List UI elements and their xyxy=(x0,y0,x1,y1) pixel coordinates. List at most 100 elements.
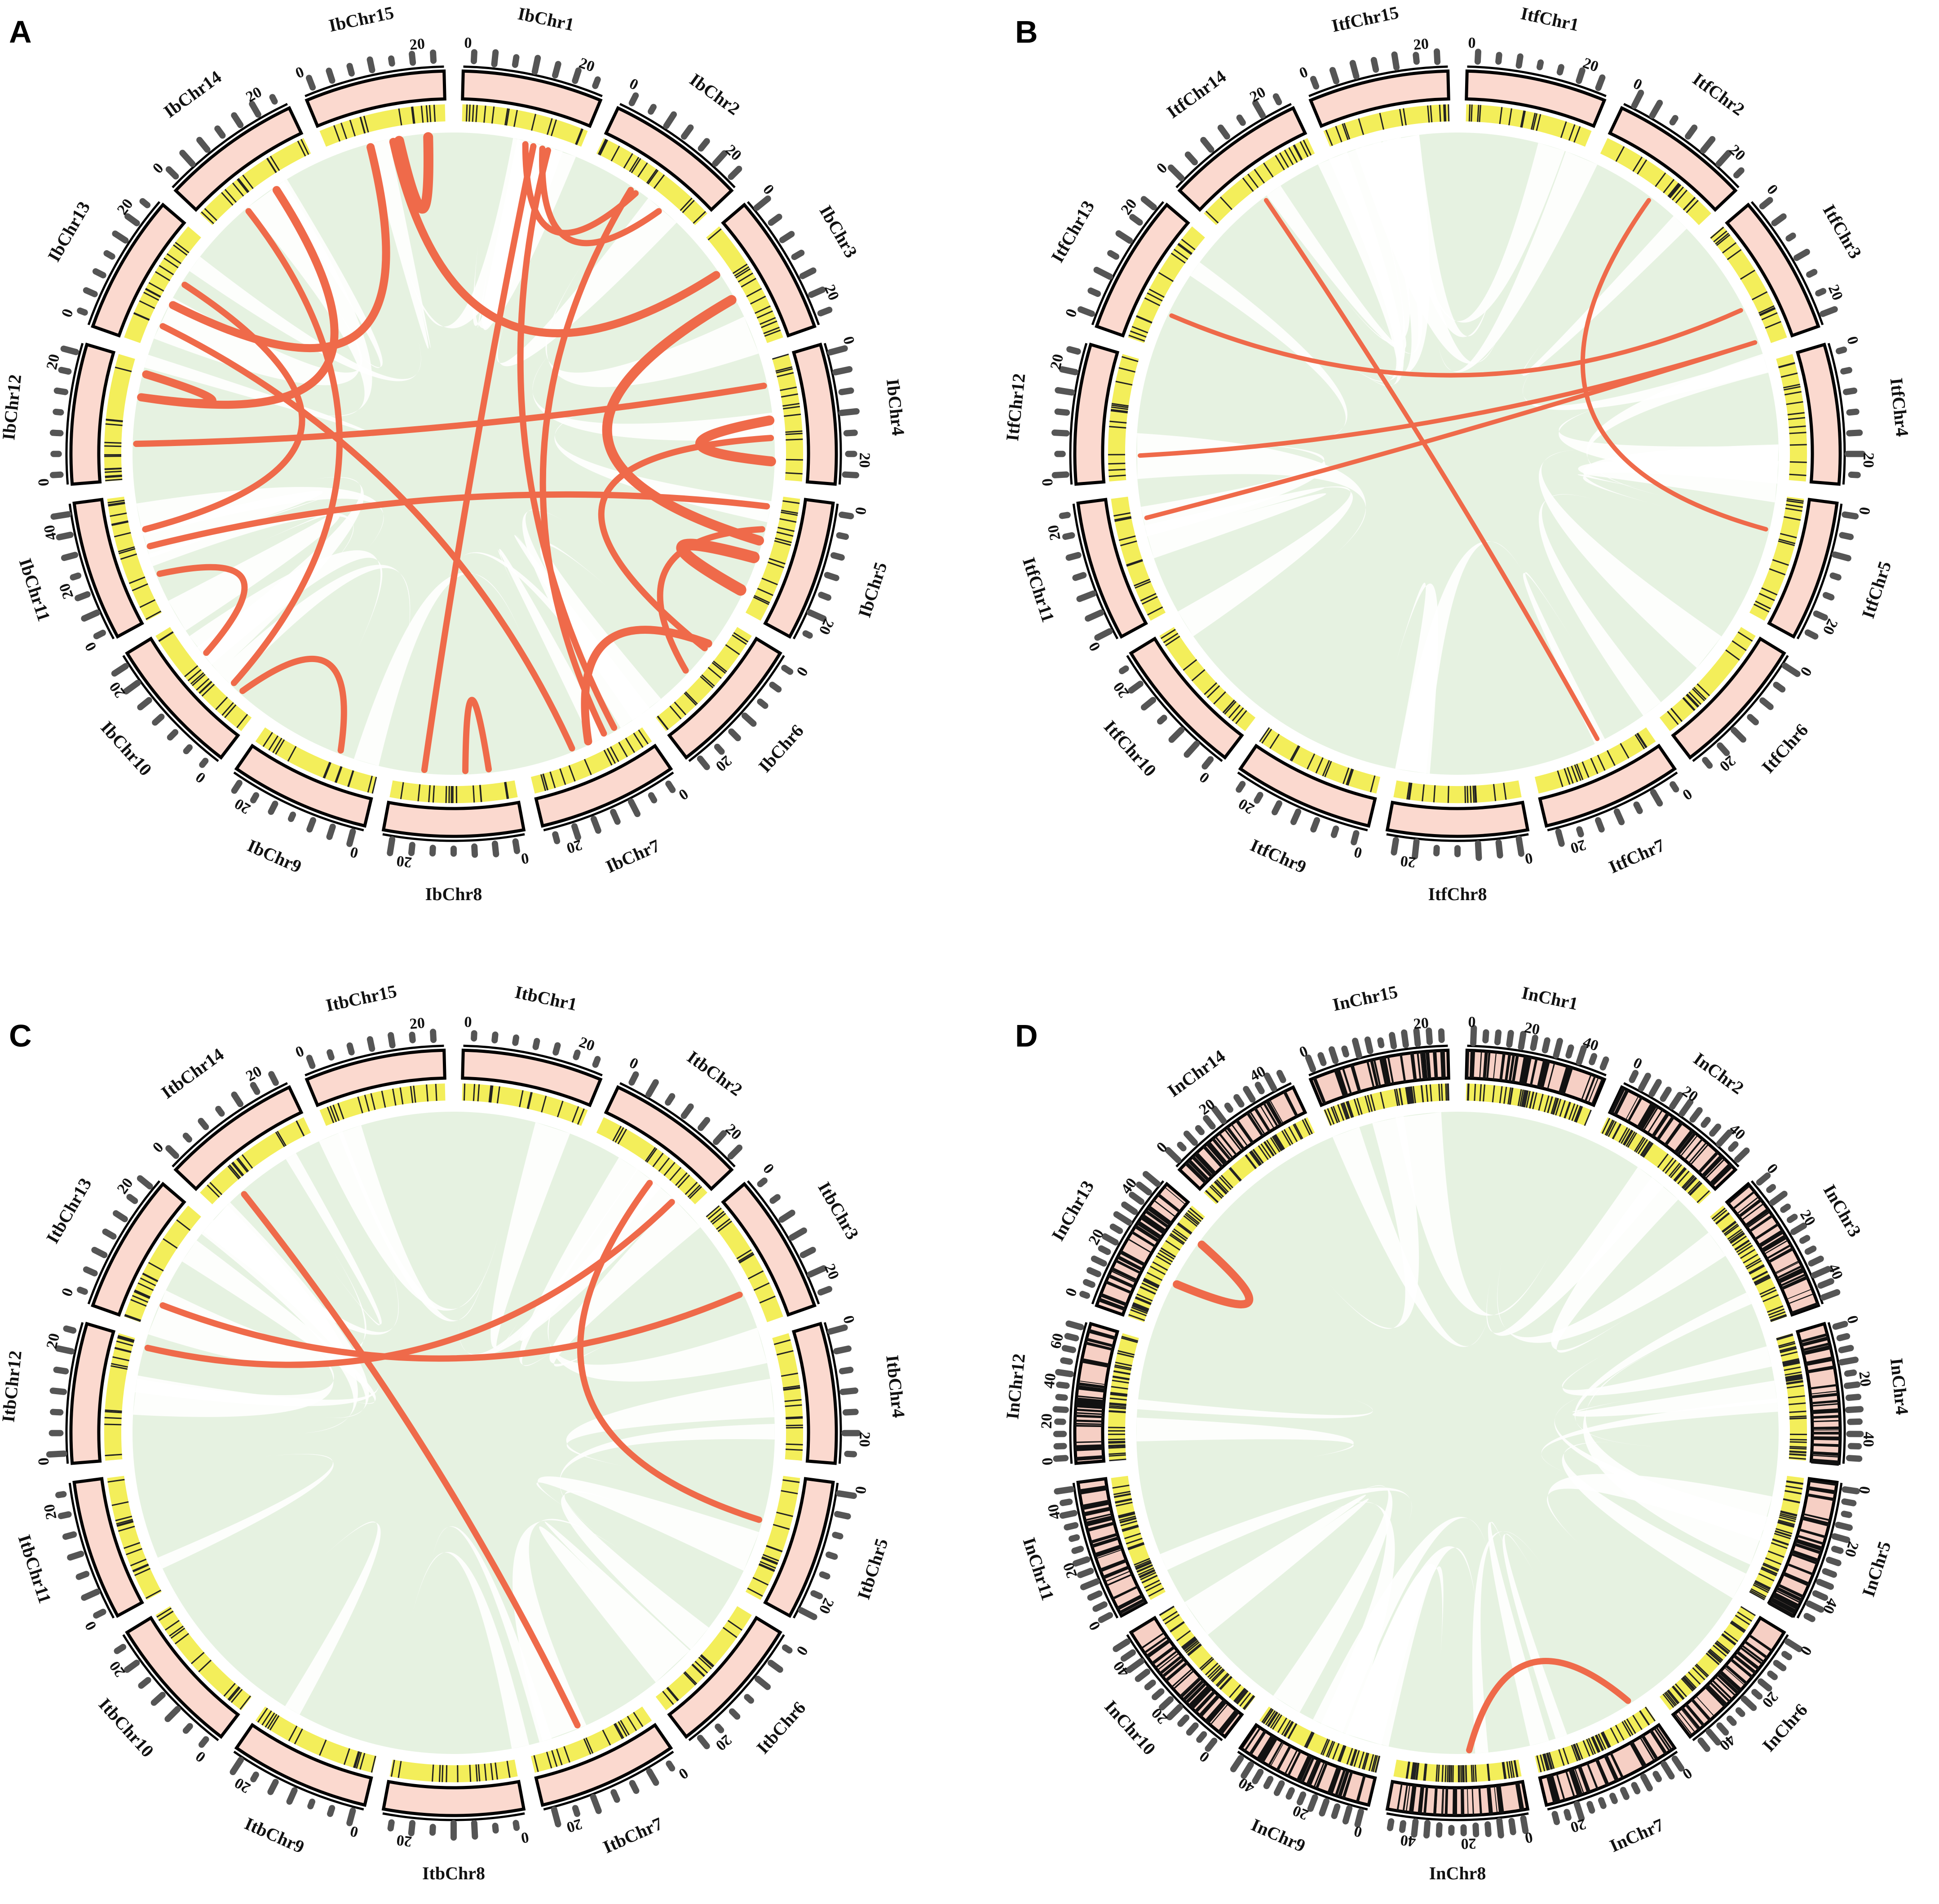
tick-label: 0 xyxy=(520,849,530,867)
chromosome-label: IbChr9 xyxy=(244,835,305,877)
collinearity-link xyxy=(230,208,343,686)
panel-c: C 020ItbChr1020ItbChr2020ItbChr3020ItbChr… xyxy=(0,981,909,1884)
gene-density-band xyxy=(1159,1606,1256,1710)
gene-density-band xyxy=(706,1206,783,1322)
chromosome-label: ItbChr2 xyxy=(684,1047,746,1100)
chromosome-label: ItbChr15 xyxy=(324,981,398,1016)
gene-density-marks xyxy=(706,1205,776,1304)
chromosome-axis xyxy=(382,833,525,842)
gene-density-marks xyxy=(1615,146,1699,213)
chromosome-axis xyxy=(1692,1634,1789,1741)
collinearity-link xyxy=(462,697,492,774)
outer-histogram xyxy=(1555,781,1679,847)
gene-density-marks xyxy=(1261,1708,1381,1773)
outer-histogram xyxy=(1059,512,1113,641)
tick-label: 0 xyxy=(150,1139,167,1156)
tick-label: 0 xyxy=(1797,664,1815,679)
outer-histogram xyxy=(1629,1070,1750,1163)
tick-label: 20 xyxy=(44,353,63,371)
ideogram-stripes xyxy=(1131,1618,1240,1735)
chromosome-ideogram xyxy=(69,342,116,486)
chromosome-axis xyxy=(1623,1082,1740,1168)
outer-histogram xyxy=(46,1325,77,1458)
gene-density-marks xyxy=(1160,629,1247,724)
gene-density-band xyxy=(1466,104,1592,147)
panel-letter: D xyxy=(1015,1018,1038,1053)
tick-label: 0 xyxy=(852,1485,869,1495)
outer-histogram xyxy=(628,92,742,180)
outer-histogram xyxy=(165,1071,279,1159)
tick-label: 20 xyxy=(114,1175,137,1197)
chromosome-axis xyxy=(1692,655,1789,762)
collinearity-link xyxy=(1169,308,1743,378)
chromosome-label: ItbChr14 xyxy=(158,1044,228,1102)
gene-density-marks xyxy=(262,732,377,794)
chromosome-ideogram xyxy=(461,69,603,128)
gene-density-marks xyxy=(207,1120,305,1198)
ideogram-stripes xyxy=(1075,1329,1116,1461)
gene-density-marks xyxy=(1601,1118,1710,1203)
collinearity-link xyxy=(1263,198,1600,741)
chromosome-label: InChr1 xyxy=(1520,982,1580,1014)
chromosome-inchr12: 0 20 40 60 InChr12 xyxy=(1002,1320,1139,1466)
chromosome-axis xyxy=(122,1634,219,1741)
chromosome-label: ItbChr7 xyxy=(600,1813,666,1857)
chromosome-label: IbChr11 xyxy=(15,556,54,623)
tick-label: 60 xyxy=(1047,1332,1067,1350)
tick-label: 0 xyxy=(1197,769,1213,786)
tick-label: 20 xyxy=(232,1774,253,1796)
gene-density-band xyxy=(1710,226,1787,343)
synteny-gaps xyxy=(1137,135,1779,774)
gene-density-marks xyxy=(612,1126,702,1199)
tick-label: 20 xyxy=(1413,1015,1429,1033)
gene-density-marks xyxy=(390,1759,511,1782)
chromosome-axis xyxy=(1126,655,1223,762)
chromosome-label: InChr10 xyxy=(1100,1696,1160,1759)
tick-label: 0 xyxy=(676,1764,691,1782)
gene-density-band xyxy=(1534,727,1656,794)
chromosome-axis xyxy=(1308,1044,1448,1077)
chromosome-label: IbChr1 xyxy=(516,3,576,35)
chromosome-axis xyxy=(1308,65,1448,97)
tick-label: 40 xyxy=(1400,1832,1417,1850)
synteny-background xyxy=(1136,1112,1779,1754)
chromosome-label: ItfChr11 xyxy=(1019,555,1059,625)
chromosome-ideogram xyxy=(1725,202,1820,338)
chromosome-ideogram xyxy=(1095,202,1190,338)
gene-density-band xyxy=(1159,627,1256,731)
chromosome-label: ItfChr10 xyxy=(1100,716,1161,780)
chromosome-label: ItbChr4 xyxy=(882,1354,909,1419)
chromosome-axis xyxy=(305,65,444,97)
outer-histogram xyxy=(305,49,437,91)
tick-label: 0 xyxy=(627,75,641,94)
tick-label: 20 xyxy=(565,1816,584,1836)
outer-histogram xyxy=(387,1819,520,1841)
tick-label: 40 xyxy=(1041,1372,1059,1389)
ideogram-stripes xyxy=(1610,1087,1733,1187)
chromosome-label: IbChr2 xyxy=(686,69,744,119)
tick-label: 20 xyxy=(1045,524,1064,542)
outer-histogram xyxy=(753,195,833,317)
tick-label: 0 xyxy=(82,1618,100,1633)
chromosome-label: ItfChr1 xyxy=(1519,3,1581,35)
gene-density-marks xyxy=(1405,1760,1519,1783)
tick-label: 20 xyxy=(712,1731,735,1754)
chromosome-label: ItfChr15 xyxy=(1330,2,1400,36)
ideogram-stripes xyxy=(1466,1050,1603,1105)
tick-label: 0 xyxy=(193,769,209,786)
outer-histogram xyxy=(1387,1815,1529,1839)
tick-label: 0 xyxy=(1468,1014,1476,1031)
chromosome-axis xyxy=(65,1322,84,1464)
chromosome-ideogram xyxy=(234,743,373,828)
chromosome-ibchr13: 0 20 IbChr13 xyxy=(44,196,201,343)
gene-density-band xyxy=(1393,780,1522,803)
tick-label: 20 xyxy=(114,196,137,218)
tick-label: 0 xyxy=(852,506,869,516)
chromosome-ideogram xyxy=(1767,498,1839,639)
collinearity-link xyxy=(156,564,248,656)
chromosome-axis xyxy=(1175,1082,1292,1168)
outer-histogram xyxy=(827,1324,861,1458)
collinearity-links xyxy=(1138,198,1768,741)
